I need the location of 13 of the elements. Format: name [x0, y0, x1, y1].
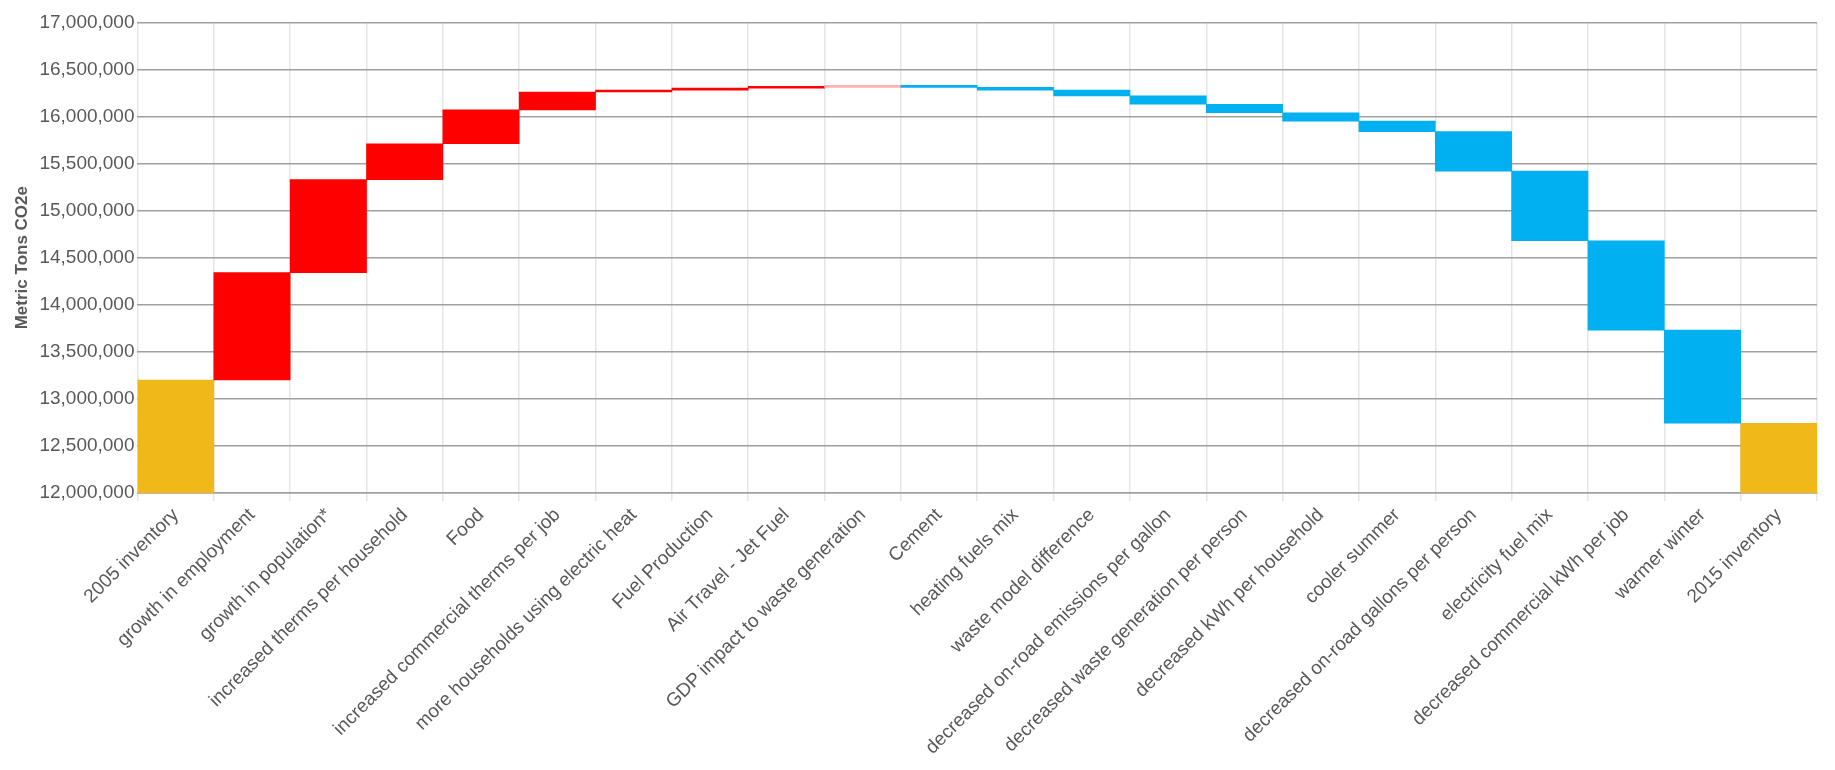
y-axis-title: Metric Tons CO2e — [11, 186, 31, 330]
bar — [824, 85, 902, 88]
y-tick-label: 12,500,000 — [39, 434, 135, 456]
y-tick-label: 16,000,000 — [39, 104, 135, 126]
y-tick-label: 13,500,000 — [39, 339, 135, 361]
y-tick-label: 14,500,000 — [39, 245, 135, 267]
y-tick-label: 16,500,000 — [39, 57, 135, 79]
y-tick-label: 17,000,000 — [39, 10, 135, 32]
y-tick-label: 12,000,000 — [39, 481, 135, 503]
y-tick-label: 14,000,000 — [39, 292, 135, 314]
y-tick-label: 13,000,000 — [39, 387, 135, 409]
y-tick-label: 15,000,000 — [39, 198, 135, 220]
y-tick-label: 15,500,000 — [39, 151, 135, 173]
